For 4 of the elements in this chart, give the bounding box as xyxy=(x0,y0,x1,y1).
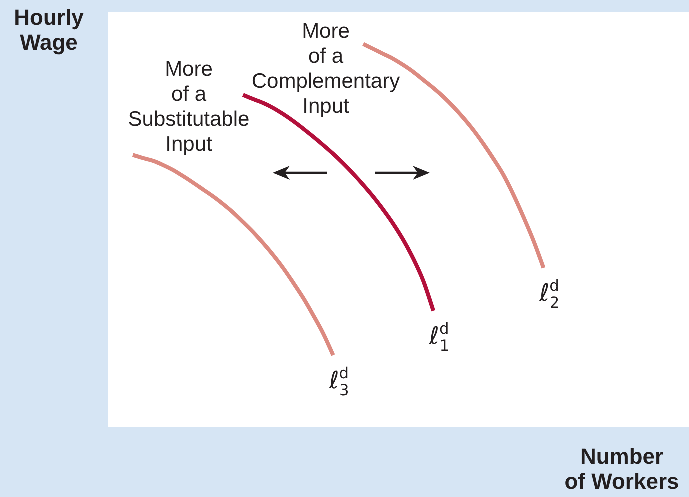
annotation: More of a Substitutable Input xyxy=(128,58,250,156)
annotation: More of a Complementary Input xyxy=(252,20,400,118)
y-axis-title: Hourly Wage xyxy=(13,5,85,55)
x-axis-title: Number of Workers xyxy=(564,444,680,494)
